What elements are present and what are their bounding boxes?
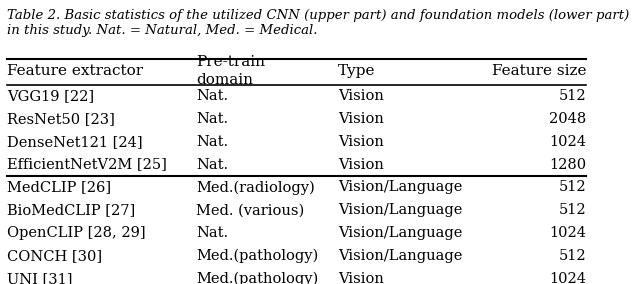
Text: OpenCLIP [28, 29]: OpenCLIP [28, 29] <box>7 226 146 240</box>
Text: Vision/Language: Vision/Language <box>338 226 463 240</box>
Text: Nat.: Nat. <box>196 112 228 126</box>
Text: UNI [31]: UNI [31] <box>7 272 73 284</box>
Text: Feature extractor: Feature extractor <box>7 64 143 78</box>
Text: Vision/Language: Vision/Language <box>338 180 463 194</box>
Text: Nat.: Nat. <box>196 226 228 240</box>
Text: 512: 512 <box>559 180 586 194</box>
Text: Vision/Language: Vision/Language <box>338 249 463 263</box>
Text: Med.(pathology): Med.(pathology) <box>196 272 319 284</box>
Text: 1280: 1280 <box>549 158 586 172</box>
Text: Vision: Vision <box>338 158 384 172</box>
Text: Table 2. Basic statistics of the utilized CNN (upper part) and foundation models: Table 2. Basic statistics of the utilize… <box>7 9 630 37</box>
Text: 512: 512 <box>559 89 586 103</box>
Text: 2048: 2048 <box>549 112 586 126</box>
Text: Vision: Vision <box>338 89 384 103</box>
Text: VGG19 [22]: VGG19 [22] <box>7 89 95 103</box>
Text: Vision/Language: Vision/Language <box>338 203 463 217</box>
Text: EfficientNetV2M [25]: EfficientNetV2M [25] <box>7 158 167 172</box>
Text: Nat.: Nat. <box>196 89 228 103</box>
Text: ResNet50 [23]: ResNet50 [23] <box>7 112 115 126</box>
Text: Vision: Vision <box>338 135 384 149</box>
Text: 512: 512 <box>559 203 586 217</box>
Text: 512: 512 <box>559 249 586 263</box>
Text: Med.(radiology): Med.(radiology) <box>196 180 315 195</box>
Text: CONCH [30]: CONCH [30] <box>7 249 102 263</box>
Text: BioMedCLIP [27]: BioMedCLIP [27] <box>7 203 136 217</box>
Text: Type: Type <box>338 64 376 78</box>
Text: Feature size: Feature size <box>492 64 586 78</box>
Text: 1024: 1024 <box>549 272 586 284</box>
Text: Vision: Vision <box>338 272 384 284</box>
Text: Pre-train
domain: Pre-train domain <box>196 55 266 87</box>
Text: Nat.: Nat. <box>196 135 228 149</box>
Text: Med. (various): Med. (various) <box>196 203 305 217</box>
Text: DenseNet121 [24]: DenseNet121 [24] <box>7 135 143 149</box>
Text: Vision: Vision <box>338 112 384 126</box>
Text: MedCLIP [26]: MedCLIP [26] <box>7 180 111 194</box>
Text: Nat.: Nat. <box>196 158 228 172</box>
Text: 1024: 1024 <box>549 135 586 149</box>
Text: Med.(pathology): Med.(pathology) <box>196 249 319 263</box>
Text: 1024: 1024 <box>549 226 586 240</box>
